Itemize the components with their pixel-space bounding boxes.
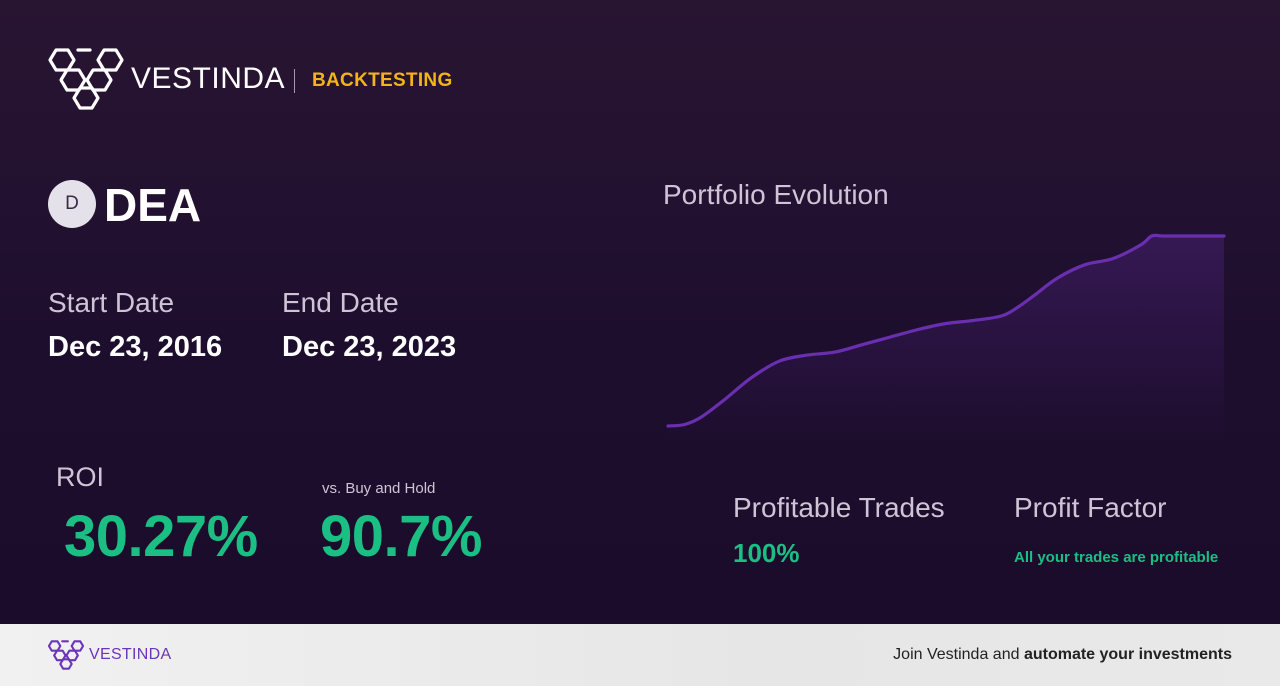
start-date-label: Start Date (48, 287, 175, 318)
profit-factor-value: All your trades are profitable (1014, 549, 1219, 566)
profit-factor-label: Profit Factor (1014, 492, 1167, 523)
end-date-label: End Date (282, 287, 399, 318)
start-date-value: Dec 23, 2016 (48, 331, 223, 363)
portfolio-chart (666, 233, 1226, 440)
chart-area-fill (668, 235, 1224, 440)
brand-divider (294, 69, 295, 93)
ticker-badge: D (48, 180, 96, 228)
footer-cta[interactable]: Join Vestinda and automate your investme… (893, 646, 1232, 664)
footer-cta-prefix: Join Vestinda and (893, 646, 1024, 663)
profitable-trades-label: Profitable Trades (733, 492, 945, 523)
buy-hold-label: vs. Buy and Hold (322, 480, 436, 497)
brand-name: VESTINDA (131, 62, 286, 95)
footer-bar: VESTINDA Join Vestinda and automate your… (0, 624, 1280, 686)
chart-title: Portfolio Evolution (663, 179, 889, 210)
footer-cta-bold: automate your investments (1023, 646, 1232, 663)
vestinda-footer-logo-icon[interactable] (48, 639, 84, 671)
ticker-symbol: DEA (104, 179, 202, 231)
chart-series-line (666, 233, 1226, 428)
roi-label: ROI (56, 462, 105, 492)
backtest-card: VESTINDA BACKTESTING D DEA Start Date De… (0, 0, 1280, 624)
roi-value: 30.27% (64, 504, 258, 569)
profitable-trades-value: 100% (733, 538, 800, 568)
footer-brand-name[interactable]: VESTINDA (89, 646, 172, 663)
buy-hold-value: 90.7% (320, 504, 482, 569)
end-date-value: Dec 23, 2023 (282, 331, 457, 363)
brand-tagline: BACKTESTING (312, 70, 453, 91)
vestinda-logo-icon (48, 48, 124, 110)
